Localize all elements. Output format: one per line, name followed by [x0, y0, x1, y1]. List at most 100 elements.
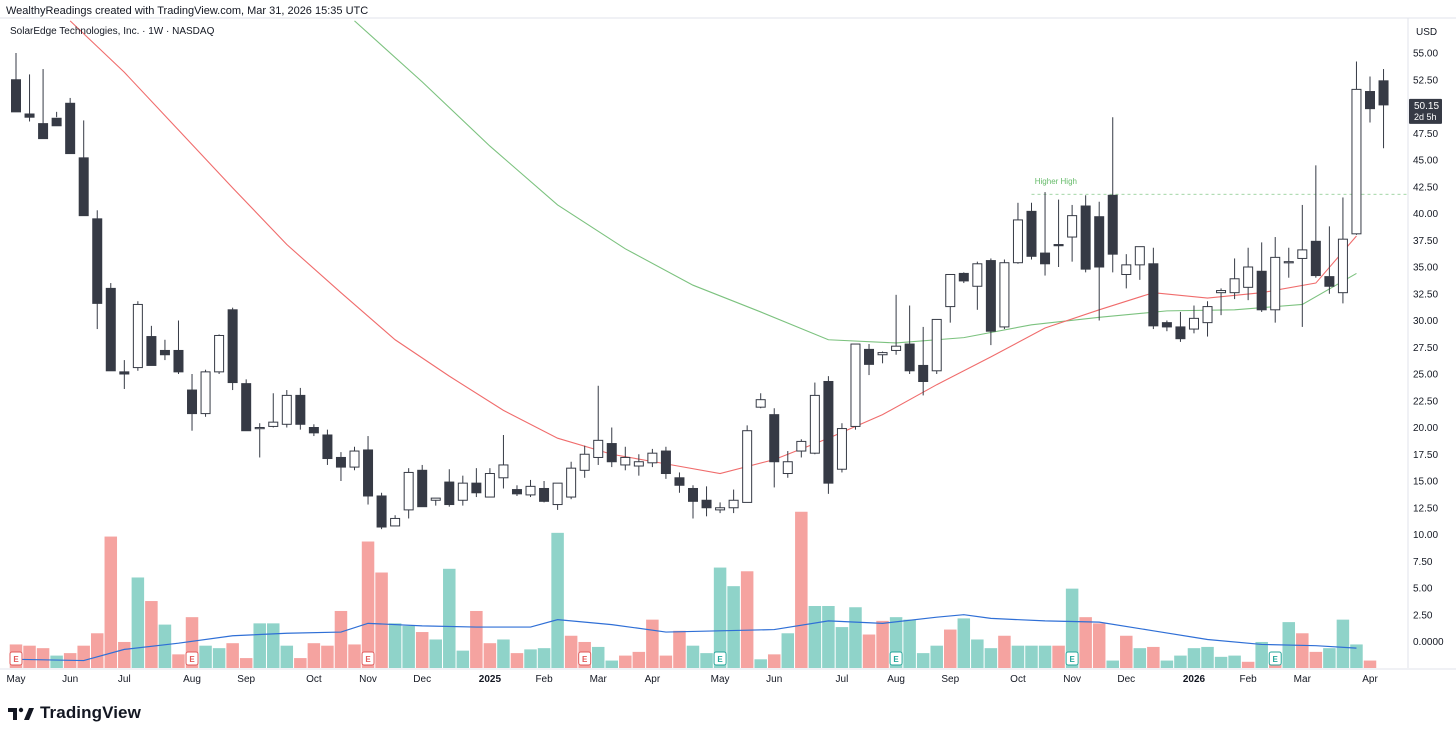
volume-bar: [822, 606, 835, 668]
symbol-title: SolarEdge Technologies, Inc. · 1W · NASD…: [10, 26, 215, 37]
price-tick-label: 40.00: [1413, 209, 1438, 220]
price-tick-label: 0.0000: [1413, 637, 1444, 648]
time-tick-label: Jul: [118, 674, 131, 685]
volume-bar: [537, 648, 551, 668]
time-tick-label: Apr: [1362, 674, 1378, 685]
candle-body: [227, 309, 238, 384]
price-tick-label: 7.50: [1413, 557, 1433, 568]
earnings-badge: E: [713, 651, 727, 666]
volume-bar: [767, 654, 781, 668]
time-tick-label: Mar: [1294, 674, 1312, 685]
candle-body: [742, 430, 753, 503]
volume-bar: [90, 633, 104, 668]
volume-bar: [700, 653, 713, 668]
earnings-badge: E: [578, 651, 592, 666]
candle-body: [1053, 244, 1064, 247]
volume-bar: [1350, 644, 1363, 668]
volume-bar: [849, 607, 862, 668]
candle-body: [254, 427, 265, 430]
candle-body: [904, 343, 915, 372]
volume-bar: [862, 634, 876, 668]
volume-bar: [903, 619, 916, 668]
earnings-badge: E: [185, 651, 199, 666]
candle-body: [525, 485, 536, 496]
higher-high-label: Higher High: [1035, 177, 1077, 186]
price-tick-label: 30.00: [1413, 316, 1438, 327]
price-tick-label: 25.00: [1413, 370, 1438, 381]
candle-body: [498, 464, 509, 479]
volume-bar: [145, 601, 158, 668]
last-price-badge: [1409, 98, 1442, 124]
time-tick-label: Aug: [183, 674, 201, 685]
candle-body: [308, 427, 319, 434]
volume-bar: [334, 610, 348, 668]
earnings-badge-box: [889, 651, 903, 666]
volume-bar: [795, 511, 808, 668]
candle-body: [1012, 219, 1023, 264]
candle-body: [958, 272, 969, 282]
candle-body: [579, 453, 590, 471]
volume-bar: [456, 650, 470, 668]
price-tick-label: 15.00: [1413, 477, 1438, 488]
candle-body: [1202, 306, 1213, 324]
candle-body: [1175, 326, 1186, 340]
volume-bar: [1296, 633, 1309, 668]
sma-slow-line: [354, 20, 1357, 344]
earnings-badge-label: E: [717, 655, 723, 664]
volume-bar: [1174, 655, 1187, 668]
candle-body: [1270, 256, 1281, 311]
candle-body: [444, 481, 455, 506]
candle-body: [281, 394, 292, 425]
candle-body: [1256, 270, 1267, 311]
candle-body: [38, 123, 49, 140]
volume-bar: [781, 633, 795, 668]
volume-bar: [483, 643, 497, 668]
volume-bar: [402, 625, 415, 668]
countdown-label: 2d 5h: [1414, 112, 1437, 122]
candle-body: [376, 495, 387, 528]
candle-body: [484, 473, 495, 498]
candle-body: [295, 394, 306, 425]
candle-body: [809, 394, 820, 454]
candle-body: [335, 456, 346, 468]
earnings-badge-box: [185, 651, 199, 666]
candle-body: [11, 79, 21, 113]
tradingview-logo[interactable]: TradingView: [8, 703, 141, 723]
candle-body: [728, 499, 739, 509]
volume-bar: [1363, 660, 1377, 668]
price-tick-label: 35.00: [1413, 263, 1438, 274]
earnings-badge-box: [9, 651, 23, 666]
candle-body: [65, 102, 76, 155]
candle-body: [119, 371, 130, 375]
candle-body: [417, 469, 428, 508]
earnings-badge-label: E: [365, 655, 371, 664]
candle-body: [1297, 249, 1308, 259]
volume-bar: [50, 655, 63, 668]
volume-bar: [984, 648, 998, 668]
volume-bar: [131, 577, 145, 668]
time-tick-label: Dec: [1117, 674, 1135, 685]
candle-body: [850, 343, 861, 427]
volume-bar: [1079, 617, 1092, 668]
time-tick-label: Mar: [590, 674, 608, 685]
earnings-badge-box: [1268, 651, 1282, 666]
time-tick-label: Sep: [941, 674, 959, 685]
earnings-badge: E: [361, 651, 375, 666]
earnings-badge-label: E: [189, 655, 195, 664]
volume-bar: [1052, 645, 1065, 668]
time-tick-label: Sep: [237, 674, 255, 685]
volume-bar: [172, 654, 185, 668]
volume-bar: [1133, 648, 1147, 668]
volume-bar: [740, 571, 754, 668]
volume-bar: [36, 648, 50, 668]
candle-body: [985, 260, 996, 332]
candle-body: [701, 499, 712, 509]
volume-bar: [348, 644, 361, 668]
price-tick-label: 42.50: [1413, 182, 1438, 193]
time-tick-label: Jun: [766, 674, 782, 685]
volume-bar: [1255, 641, 1268, 668]
candle-body: [823, 380, 834, 484]
time-tick-label: 2026: [1183, 674, 1206, 685]
candle-body: [782, 461, 793, 475]
